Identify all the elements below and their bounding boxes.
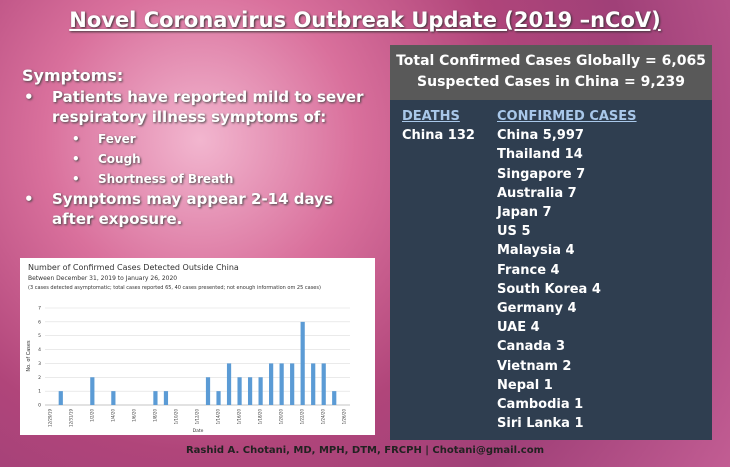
confirmed-item: Japan 7 [497, 205, 552, 221]
y-tick-label: 7 [38, 306, 41, 312]
confirmed-item: Cambodia 1 [497, 397, 584, 413]
x-tick-label: 1/20/20 [279, 409, 284, 425]
x-tick-label: 1/24/20 [321, 409, 326, 425]
bar [290, 363, 295, 405]
confirmed-item: Australia 7 [497, 185, 577, 201]
chart: Number of Confirmed Cases Detected Outsi… [20, 258, 375, 435]
footer: Rashid A. Chotani, MD, MPH, DTM, FRCPH |… [185, 445, 545, 456]
confirmed-item: Nepal 1 [497, 377, 553, 393]
bar [237, 377, 242, 405]
chart-title: Number of Confirmed Cases Detected Outsi… [28, 263, 239, 272]
y-tick-label: 2 [38, 375, 41, 381]
confirmed-item: Vietnam 2 [497, 358, 572, 374]
deaths-column: DEATHS China 132 [402, 107, 475, 145]
confirmed-item: Canada 3 [497, 339, 565, 355]
x-tick-label: 1/10/20 [173, 409, 178, 425]
bar [321, 363, 326, 405]
bar [163, 391, 169, 405]
bar [205, 377, 211, 405]
symptoms-heading: Symptoms: [22, 66, 124, 85]
bar [111, 391, 116, 405]
confirmed-item: Singapore 7 [497, 166, 586, 182]
confirmed-item: Malaysia 4 [497, 243, 575, 259]
confirmed-column: CONFIRMED CASES China 5,997 Thailand 14 Si… [497, 107, 637, 433]
symptoms: Symptoms: Patients have reported mild to… [22, 66, 372, 231]
death-item: China 132 [402, 128, 475, 144]
x-tick-label: 1/6/20 [131, 409, 136, 422]
y-tick-label: 4 [38, 347, 41, 353]
bar [300, 321, 305, 405]
bullet: Patients have reported mild to sever res… [22, 87, 372, 127]
bar [226, 363, 232, 405]
chart-subtitle: Between December 31, 2019 to January 26,… [28, 275, 177, 282]
bar [153, 391, 158, 405]
confirmed-item: Germany 4 [497, 301, 577, 317]
bullet: Symptoms may appear 2-14 days after expo… [22, 189, 372, 229]
slide-title: Novel Coronavirus Outbreak Update (2019 … [69, 8, 661, 32]
y-axis-label: No. of Cases [26, 340, 32, 372]
confirmed-item: China 5,997 [497, 128, 584, 144]
confirmed-item: France 4 [497, 262, 560, 278]
summary-header: Total Confirmed Cases Globally = 6,065 Su… [390, 45, 712, 100]
confirmed-item: Siri Lanka 1 [497, 416, 584, 432]
bar [90, 377, 95, 405]
sub-bullet: Cough [22, 149, 372, 169]
x-tick-label: 1/26/20 [342, 409, 347, 425]
x-tick-label: 1/2/20 [89, 409, 94, 422]
x-tick-label: 12/31/19 [68, 409, 73, 427]
confirmed-heading: CONFIRMED CASES [497, 109, 637, 124]
x-tick-label: 1/16/20 [237, 409, 242, 425]
summary-box: Total Confirmed Cases Globally = 6,065 Su… [390, 45, 712, 440]
confirmed-item: South Korea 4 [497, 281, 601, 297]
bar [258, 377, 263, 405]
confirmed-item: Thailand 14 [497, 147, 583, 163]
deaths-heading: DEATHS [402, 109, 460, 124]
x-tick-label: 1/8/20 [152, 409, 157, 422]
x-tick-label: 1/22/20 [300, 409, 305, 425]
x-tick-label: 1/12/20 [195, 409, 200, 425]
bar [332, 391, 337, 405]
y-tick-label: 3 [38, 361, 41, 367]
y-tick-label: 5 [38, 333, 41, 339]
bar [247, 377, 253, 405]
chart-note: (3 cases detected asymptomatic; total ca… [28, 285, 321, 291]
confirmed-item: UAE 4 [497, 320, 540, 336]
bar [311, 363, 316, 405]
x-tick-label: 1/4/20 [110, 409, 115, 422]
x-axis-label: Date [193, 428, 204, 434]
x-tick-label: 1/18/20 [258, 409, 263, 425]
y-tick-label: 6 [38, 319, 41, 325]
x-tick-label: 1/14/20 [216, 409, 221, 425]
summary-line: Suspected Cases in China = 9,239 [417, 74, 685, 90]
sub-bullet: Fever [22, 129, 372, 149]
y-tick-label: 1 [38, 389, 41, 395]
bar [269, 363, 274, 405]
y-tick-label: 0 [38, 403, 41, 409]
bar [216, 391, 221, 405]
bar [58, 391, 63, 405]
sub-bullet: Shortness of Breath [22, 169, 372, 189]
confirmed-item: US 5 [497, 224, 531, 240]
bar [279, 363, 284, 405]
x-tick-label: 12/29/19 [47, 409, 52, 427]
summary-line: Total Confirmed Cases Globally = 6,065 [396, 53, 706, 69]
